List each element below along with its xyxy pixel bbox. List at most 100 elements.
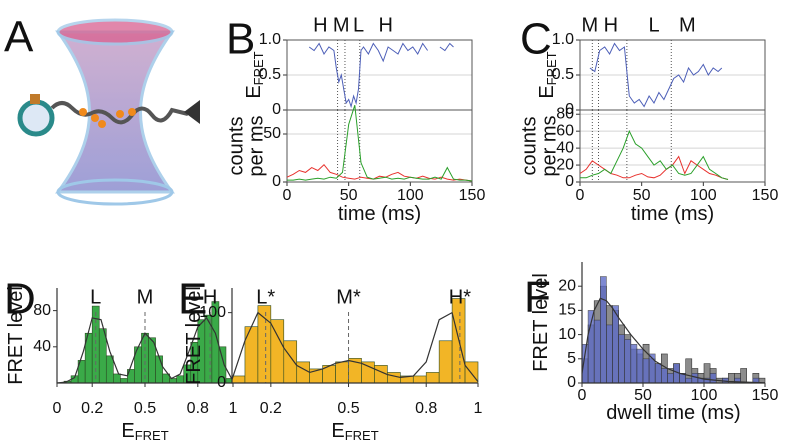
x-tick-label: 1 xyxy=(474,400,483,417)
state-label: H xyxy=(203,286,217,308)
histogram-bar xyxy=(155,355,163,384)
x-axis-label: dwell time (ms) xyxy=(606,402,740,424)
histogram-bar xyxy=(270,319,285,384)
y-label-sub: FRET xyxy=(251,51,266,85)
x-tick-label: 0.2 xyxy=(260,400,282,417)
state-label: L xyxy=(353,14,364,36)
histogram-bar xyxy=(113,373,121,384)
y-label-main: FRET level xyxy=(530,273,552,372)
histogram-bar xyxy=(691,373,699,384)
y-tick-label: 20 xyxy=(558,277,576,294)
trace xyxy=(589,42,723,108)
x-tick-label: 0.5 xyxy=(337,400,359,417)
fit-curve xyxy=(231,311,479,382)
histogram-bar xyxy=(120,378,128,384)
x-label-sub: FRET xyxy=(135,428,169,442)
x-label-main: E xyxy=(331,420,344,442)
illustration xyxy=(17,18,200,206)
x-axis-label: time (ms) xyxy=(338,203,421,225)
y-tick-label: 1.0 xyxy=(552,31,574,48)
x-tick-label: 50 xyxy=(340,187,358,204)
histogram-bar xyxy=(438,340,453,384)
x-tick-label: 50 xyxy=(633,187,651,204)
y-tick-label: 40 xyxy=(33,338,51,355)
trace xyxy=(579,155,729,180)
histogram-bar xyxy=(412,375,427,384)
y-tick-label: 80 xyxy=(33,302,51,319)
y-label-sub: FRET xyxy=(544,51,559,85)
y-tick-label: 0 xyxy=(567,374,576,391)
y-axis-label: EFRET xyxy=(243,51,266,98)
panel-label: A xyxy=(4,13,34,62)
y-axis-label: per ms xyxy=(538,115,560,176)
y-tick-label: 40 xyxy=(556,139,574,156)
state-label: H xyxy=(378,14,392,36)
x-tick-label: 1 xyxy=(229,400,238,417)
y-label-main: FRET level xyxy=(183,286,205,385)
y-tick-label: 60 xyxy=(556,122,574,139)
x-label-sub: FRET xyxy=(345,428,379,442)
y-tick-label: 80 xyxy=(556,105,574,122)
state-label: H* xyxy=(449,286,471,308)
state-label: L* xyxy=(256,286,275,308)
histogram-bar xyxy=(169,378,177,384)
y-axis-label: EFRET xyxy=(536,51,559,98)
histogram-bar xyxy=(630,343,638,384)
x-label-main: time (ms) xyxy=(631,203,714,225)
trace xyxy=(287,105,473,182)
histogram-bar xyxy=(361,361,375,384)
y-tick-label: 0.5 xyxy=(552,66,574,83)
y-tick-label: 50 xyxy=(263,125,281,142)
panel-label: E xyxy=(178,275,207,324)
histogram-bar xyxy=(740,368,747,384)
x-label-main: dwell time (ms) xyxy=(606,402,740,424)
panel-label: B xyxy=(226,15,255,64)
y-tick-label: 100 xyxy=(199,304,226,321)
histogram-bar xyxy=(606,324,613,384)
histogram-bar xyxy=(667,373,674,384)
panel-label: D xyxy=(4,275,36,324)
trace xyxy=(580,129,729,180)
y-label-main: FRET level xyxy=(5,286,27,385)
state-label: L xyxy=(90,286,101,308)
x-tick-label: 150 xyxy=(752,187,779,204)
histogram-bar xyxy=(642,358,650,384)
histogram-bar xyxy=(593,319,601,384)
y-tick-label: 20 xyxy=(556,156,574,173)
x-tick-label: 100 xyxy=(397,187,424,204)
x-axis-label: time (ms) xyxy=(631,203,714,225)
histogram-bar xyxy=(654,363,662,384)
histogram-bar xyxy=(581,343,589,384)
axes xyxy=(231,288,478,384)
histogram-bar xyxy=(685,377,693,384)
histogram-bar xyxy=(296,361,310,384)
y-label-main: E xyxy=(243,85,265,98)
x-tick-label: 100 xyxy=(690,187,717,204)
x-tick-label: 0.2 xyxy=(81,400,103,417)
y-tick-label: 0 xyxy=(272,173,281,190)
histogram-bar xyxy=(335,361,349,384)
y-axis-label: FRET level xyxy=(5,286,27,385)
histogram-bar xyxy=(387,372,401,384)
state-label: L xyxy=(648,14,659,36)
x-tick-label: 0 xyxy=(578,387,587,404)
histogram-bar xyxy=(231,375,246,384)
state-label: M xyxy=(582,14,599,36)
axes xyxy=(581,262,765,384)
plot-frame xyxy=(286,109,473,183)
x-tick-label: 0.5 xyxy=(134,400,156,417)
histogram-bar xyxy=(618,334,625,384)
histogram-bar xyxy=(636,348,644,384)
x-tick-label: 0 xyxy=(53,400,62,417)
x-tick-label: 0 xyxy=(283,187,292,204)
trace xyxy=(308,42,454,109)
y-tick-label: 0 xyxy=(272,101,281,118)
y-axis-label: counts xyxy=(518,117,540,176)
y-axis-label: counts xyxy=(225,117,247,176)
state-label: H xyxy=(313,14,327,36)
histogram-bar xyxy=(105,355,114,384)
state-label: M* xyxy=(336,286,361,308)
y-axis-label: FRET level xyxy=(183,286,205,385)
y-axis-label: per ms xyxy=(245,115,267,176)
